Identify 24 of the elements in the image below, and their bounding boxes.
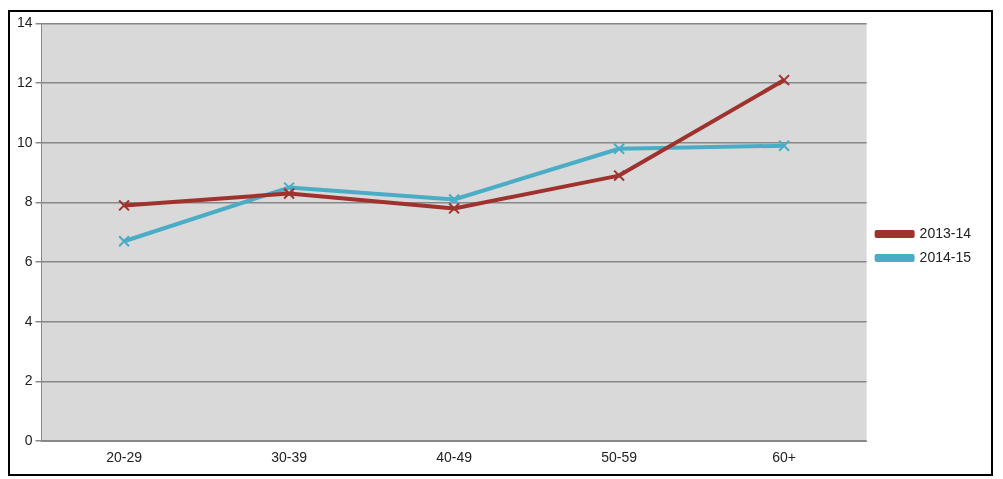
- point: [613, 142, 626, 155]
- y-tick-label: 4: [24, 312, 33, 329]
- point: [448, 193, 461, 206]
- point: [613, 169, 626, 182]
- y-tick-label: 8: [24, 193, 33, 210]
- x-tick-label: 60+: [772, 449, 796, 466]
- x-tick-label: 50-59: [601, 449, 638, 466]
- y-tick-label: 2: [24, 372, 33, 389]
- legend-label: 2014-15: [919, 248, 972, 265]
- point: [118, 235, 131, 248]
- x-tick-label: 20-29: [106, 449, 143, 466]
- x-tick-label: 30-39: [271, 449, 308, 466]
- y-tick-label: 6: [24, 253, 33, 269]
- point: [778, 74, 791, 87]
- y-tick-label: 10: [16, 133, 33, 150]
- point: [778, 139, 791, 152]
- x-tick-label: 40-49: [436, 449, 473, 466]
- point: [118, 199, 131, 212]
- y-tick-label: 12: [16, 73, 33, 90]
- y-tick-label: 0: [24, 432, 33, 449]
- legend-label: 2013-14: [919, 224, 972, 241]
- y-tick-label: 14: [16, 14, 33, 31]
- point: [448, 202, 461, 215]
- point: [283, 187, 296, 200]
